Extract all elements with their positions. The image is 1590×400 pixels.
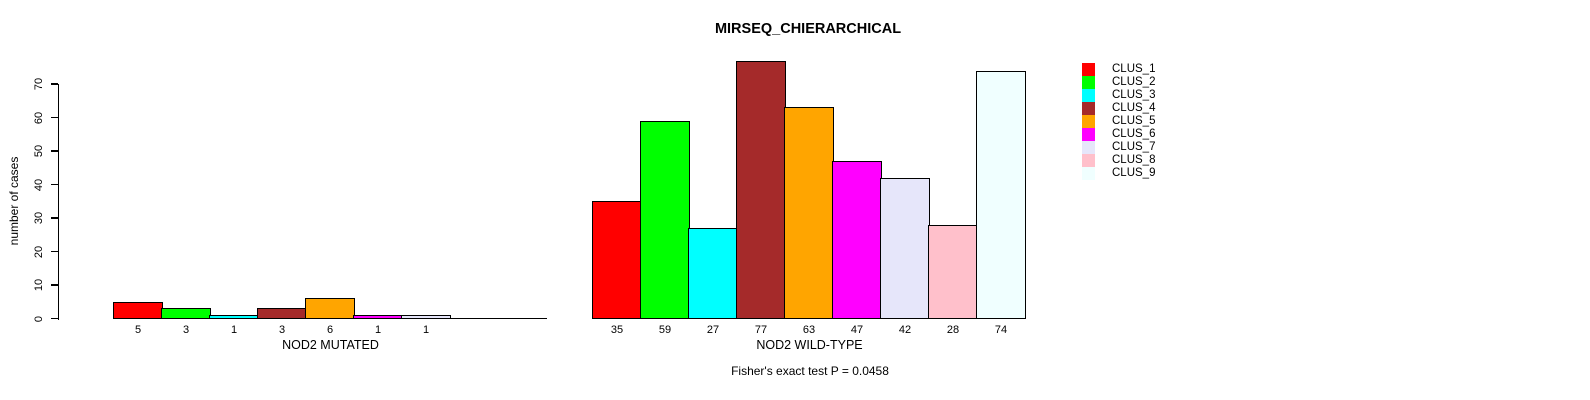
legend-label-clus_2: CLUS_2 [1112, 76, 1156, 88]
legend-swatch-clus_3 [1082, 89, 1095, 102]
bar-value-label: 6 [326, 323, 334, 336]
legend-label-clus_9: CLUS_9 [1112, 167, 1156, 179]
bar-clus_5 [305, 298, 355, 320]
bar-value-label: 1 [374, 323, 382, 336]
bar-clus_6 [832, 161, 882, 320]
bar-clus_2 [161, 308, 211, 320]
y-tick-label: 50 [32, 144, 45, 158]
legend-label-clus_6: CLUS_6 [1112, 128, 1156, 140]
y-tick-label: 70 [32, 77, 45, 91]
legend-swatch-clus_2 [1082, 76, 1095, 89]
legend-swatch-clus_7 [1082, 141, 1095, 154]
y-tick [50, 83, 58, 85]
y-axis-line [57, 84, 59, 320]
y-tick-label: 0 [32, 315, 45, 322]
legend-swatch-clus_5 [1082, 115, 1095, 128]
legend-label-clus_1: CLUS_1 [1112, 63, 1156, 75]
bar-clus_1 [113, 301, 163, 320]
bar-value-label: 3 [182, 323, 190, 336]
bar-value-label: 5 [134, 323, 142, 336]
bar-clus_2 [640, 120, 690, 320]
bar-value-label: 27 [706, 323, 720, 336]
y-tick [50, 116, 58, 119]
y-tick-label: 10 [32, 278, 45, 292]
bar-clus_8 [928, 224, 978, 320]
legend-swatch-clus_6 [1082, 128, 1095, 141]
bar-value-label: 59 [658, 323, 672, 336]
bar-clus_5 [784, 107, 834, 320]
bar-value-label: 63 [802, 323, 816, 336]
bar-value-label: 42 [898, 323, 912, 336]
legend-label-clus_7: CLUS_7 [1112, 141, 1156, 153]
legend-label-clus_8: CLUS_8 [1112, 154, 1156, 166]
legend-label-clus_5: CLUS_5 [1112, 115, 1156, 127]
y-tick [50, 217, 58, 219]
y-tick-label: 20 [32, 245, 45, 258]
bar-clus_1 [592, 201, 642, 320]
legend-swatch-clus_4 [1082, 102, 1095, 115]
y-tick-label: 60 [32, 111, 45, 124]
fisher-test-annotation: Fisher's exact test P = 0.0458 [731, 364, 889, 378]
chart-title: MIRSEQ_CHIERARCHICAL [714, 21, 902, 37]
legend-label-clus_4: CLUS_4 [1112, 102, 1156, 114]
bar-clus_9 [976, 70, 1026, 320]
bar-value-label: 47 [850, 323, 864, 336]
bar-value-label: 1 [230, 323, 238, 336]
x-axis-group-label: NOD2 WILD-TYPE [756, 337, 863, 352]
bar-clus_7 [401, 315, 451, 320]
legend-label-clus_3: CLUS_3 [1112, 89, 1156, 101]
bar-clus_7 [880, 177, 930, 320]
y-tick [50, 284, 58, 286]
y-tick-label: 40 [32, 178, 45, 191]
y-tick-label: 30 [32, 211, 45, 225]
x-axis-group-label: NOD2 MUTATED [282, 337, 379, 352]
bar-value-label: 77 [754, 323, 768, 336]
y-axis-label: number of cases [7, 156, 21, 246]
y-tick [50, 317, 58, 320]
bar-value-label: 35 [610, 323, 624, 336]
bar-value-label: 3 [278, 323, 286, 336]
y-tick [50, 183, 58, 186]
y-tick [50, 150, 58, 152]
legend-swatch-clus_1 [1082, 63, 1095, 76]
legend-swatch-clus_9 [1082, 167, 1095, 180]
bar-clus_3 [209, 315, 259, 320]
bar-clus_4 [736, 60, 786, 320]
bar-value-label: 28 [946, 323, 960, 336]
legend-swatch-clus_8 [1082, 154, 1095, 167]
bar-clus_3 [688, 228, 738, 320]
bar-clus_6 [353, 315, 403, 320]
bar-value-label: 1 [422, 323, 430, 336]
y-tick [50, 250, 58, 253]
bar-value-label: 74 [994, 323, 1008, 336]
bar-clus_4 [257, 308, 307, 320]
